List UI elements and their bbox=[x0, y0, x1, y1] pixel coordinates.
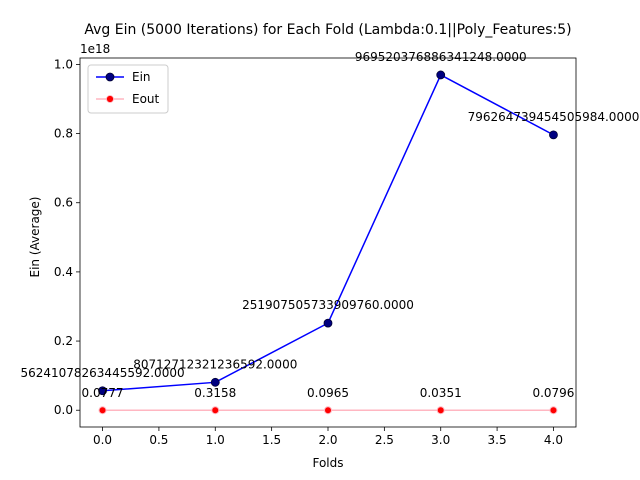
eout-point bbox=[211, 406, 220, 415]
y-tick-label: 0.0 bbox=[54, 403, 73, 417]
ein-data-label: 251907505733909760.0000 bbox=[242, 298, 414, 312]
y-tick-label: 0.6 bbox=[54, 196, 73, 210]
legend: Ein Eout bbox=[87, 64, 169, 114]
y-tick-label: 1.0 bbox=[54, 57, 73, 71]
y-tick-label: 0.2 bbox=[54, 334, 73, 348]
eout-data-label: 0.3158 bbox=[194, 386, 236, 400]
axes-border bbox=[79, 57, 577, 428]
x-tick-label: 1.0 bbox=[206, 433, 225, 447]
x-axis: 0.0 0.5 1.0 1.5 2.0 2.5 3.0 3.5 4.0 bbox=[93, 427, 563, 447]
legend-label-eout: Eout bbox=[132, 92, 160, 106]
x-tick-label: 2.0 bbox=[318, 433, 337, 447]
eout-point bbox=[98, 406, 107, 415]
ein-point bbox=[210, 377, 220, 387]
y-axis: 0.0 0.2 0.4 0.6 0.8 1.0 bbox=[54, 57, 80, 417]
x-tick-label: 4.0 bbox=[544, 433, 563, 447]
ein-point bbox=[323, 318, 333, 328]
ein-data-label: 796264739454505984.0000 bbox=[468, 110, 640, 124]
chart-title: Avg Ein (5000 Iterations) for Each Fold … bbox=[84, 22, 571, 38]
eout-point bbox=[549, 406, 558, 415]
y-tick-label: 0.8 bbox=[54, 127, 73, 141]
x-tick-label: 0.0 bbox=[93, 433, 112, 447]
y-tick-label: 0.4 bbox=[54, 265, 73, 279]
data-labels: 56241078263445592.000080712712321236592.… bbox=[20, 50, 639, 400]
eout-data-label: 0.0351 bbox=[420, 386, 462, 400]
x-tick-label: 1.5 bbox=[262, 433, 281, 447]
eout-data-label: 0.0796 bbox=[532, 386, 574, 400]
ein-data-label: 80712712321236592.0000 bbox=[133, 357, 297, 371]
eout-point bbox=[324, 406, 332, 415]
legend-marker-ein bbox=[105, 72, 115, 82]
eout-data-label: 0.0965 bbox=[307, 386, 349, 400]
eout-point bbox=[436, 406, 445, 415]
x-tick-label: 2.5 bbox=[375, 433, 394, 447]
ein-data-label: 969520376886341248.0000 bbox=[355, 50, 527, 64]
ein-point bbox=[98, 386, 107, 396]
eout-data-label: 0.0777 bbox=[82, 386, 124, 400]
legend-marker-eout bbox=[106, 95, 114, 103]
x-tick-label: 3.0 bbox=[431, 433, 450, 447]
x-tick-label: 3.5 bbox=[488, 433, 507, 447]
y-axis-label: Ein (Average) bbox=[28, 197, 42, 278]
legend-label-ein: Ein bbox=[132, 70, 151, 84]
series-layer bbox=[98, 70, 558, 415]
ein-data-label: 56241078263445592.0000 bbox=[20, 366, 184, 380]
y-offset-label: 1e18 bbox=[80, 42, 110, 56]
x-tick-label: 0.5 bbox=[149, 433, 168, 447]
x-axis-label: Folds bbox=[312, 456, 343, 470]
ein-point bbox=[436, 70, 446, 80]
ein-point bbox=[549, 130, 558, 140]
axes-frame bbox=[79, 57, 577, 428]
